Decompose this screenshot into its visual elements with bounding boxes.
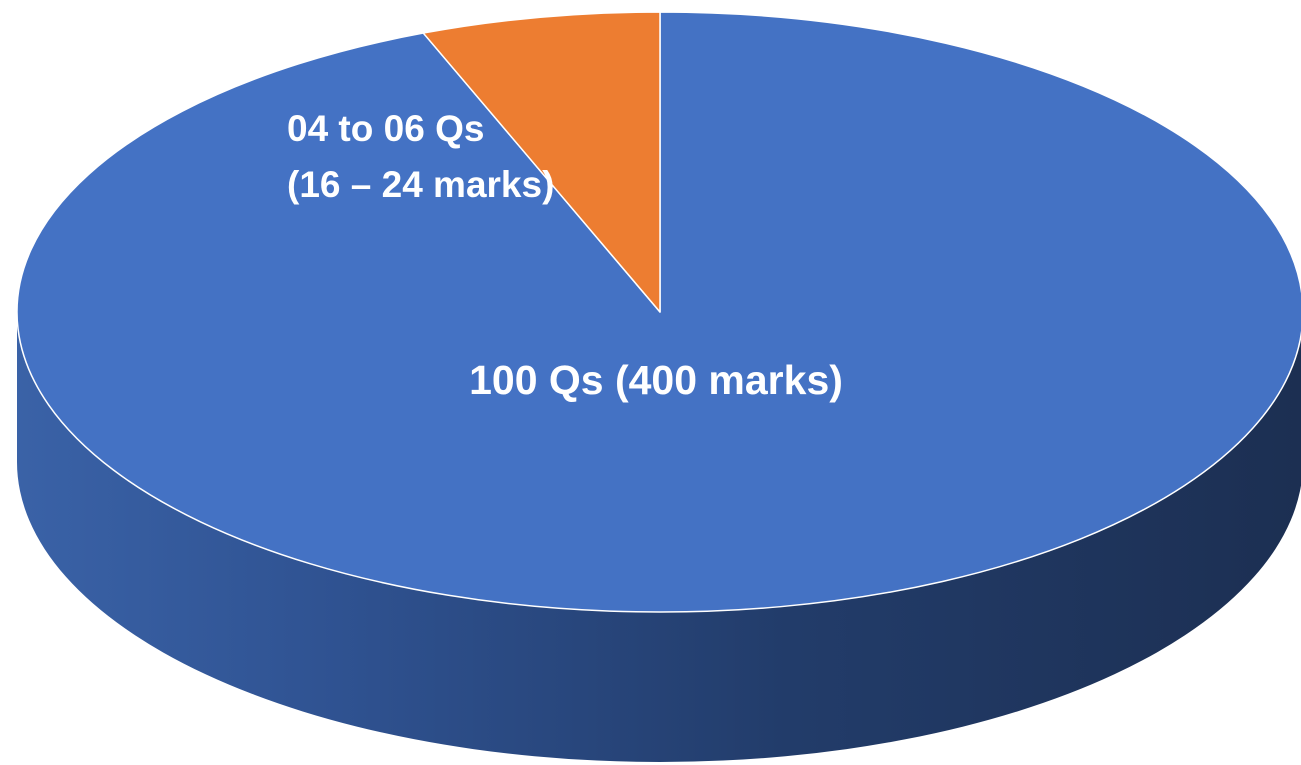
pie-sides [17, 312, 1301, 762]
pie-slice-label-0: 100 Qs (400 marks) [469, 357, 843, 403]
pie-side-wall [17, 312, 1301, 762]
pie-top-faces [16, 11, 1301, 613]
pie-slice-label-line: (16 – 24 marks) [287, 164, 554, 205]
pie-slice-label-line: 04 to 06 Qs [287, 108, 484, 149]
pie-slice-1 [422, 11, 661, 313]
pie-slice-label-1: 04 to 06 Qs (16 – 24 marks) [287, 108, 554, 205]
pie-slice-label-line: 100 Qs (400 marks) [469, 357, 843, 403]
pie-labels: 100 Qs (400 marks) 04 to 06 Qs (16 – 24 ma… [287, 108, 843, 403]
